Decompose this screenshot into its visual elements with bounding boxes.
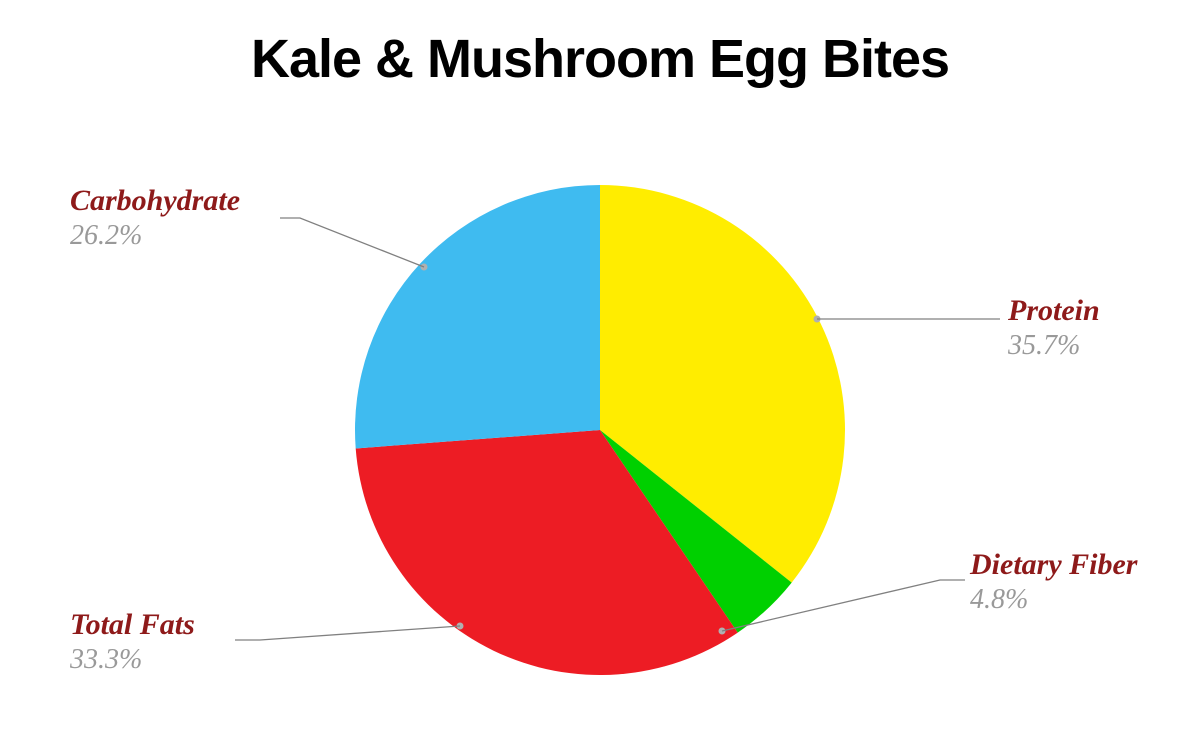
slice-label-name: Protein — [1008, 294, 1100, 328]
slice-label-total-fats: Total Fats33.3% — [70, 608, 195, 676]
slice-label-name: Dietary Fiber — [970, 548, 1137, 582]
slice-label-pct: 35.7% — [1008, 330, 1100, 362]
leader-line — [280, 218, 424, 267]
slice-label-dietary-fiber: Dietary Fiber4.8% — [970, 548, 1137, 616]
pie-slice-carbohydrate — [355, 185, 600, 448]
chart-title: Kale & Mushroom Egg Bites — [0, 28, 1200, 90]
slice-label-name: Carbohydrate — [70, 184, 240, 218]
slice-label-carbohydrate: Carbohydrate26.2% — [70, 184, 240, 252]
slice-label-pct: 4.8% — [970, 584, 1137, 616]
slice-label-protein: Protein35.7% — [1008, 294, 1100, 362]
leader-line — [235, 626, 460, 640]
slice-label-pct: 26.2% — [70, 220, 240, 252]
slice-label-name: Total Fats — [70, 608, 195, 642]
slice-label-pct: 33.3% — [70, 644, 195, 676]
